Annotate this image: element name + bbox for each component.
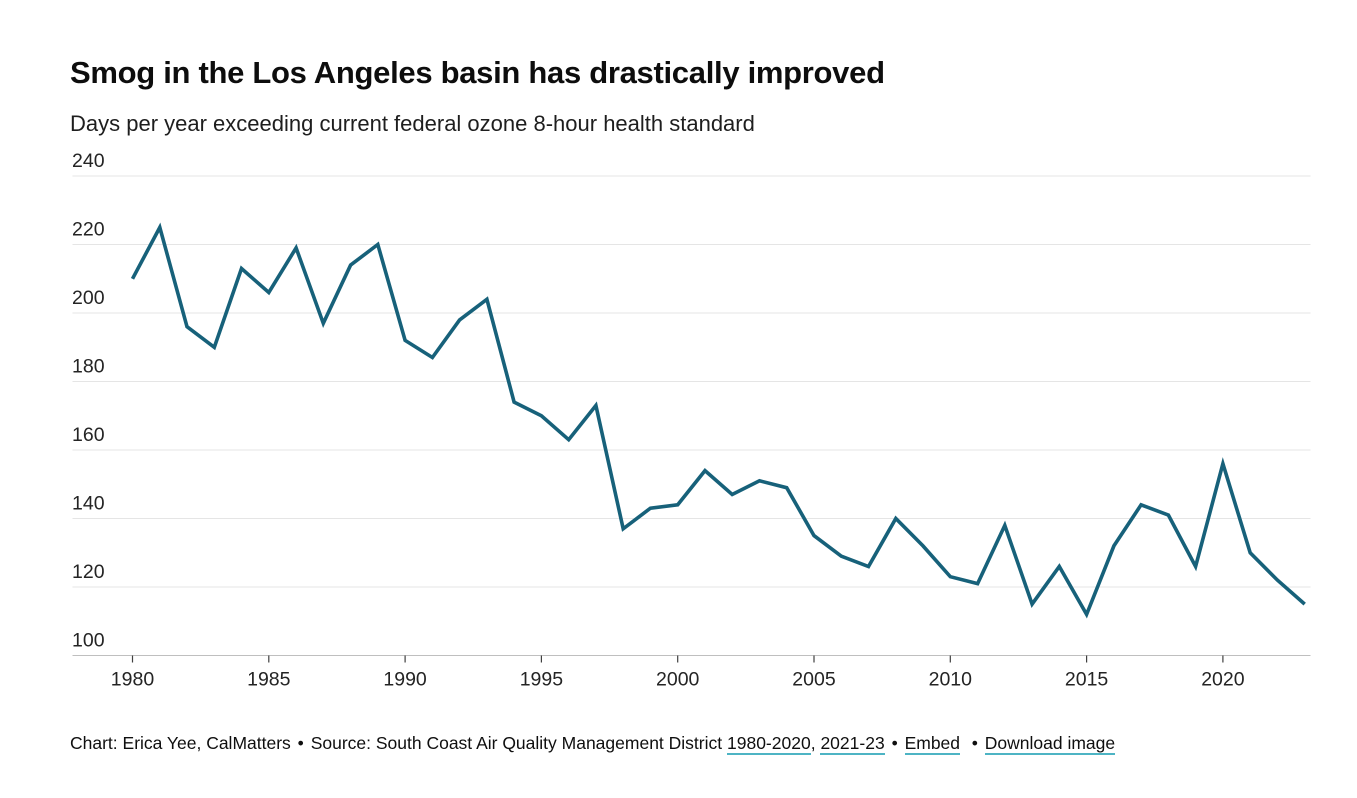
source-link-2021-23[interactable]: 2021-23: [820, 733, 885, 755]
x-tick-label: 2020: [1201, 669, 1245, 691]
y-tick-label: 200: [72, 287, 105, 309]
x-tick-label: 2010: [929, 669, 973, 691]
ozone-days-line: [130, 222, 1306, 619]
chart-title: Smog in the Los Angeles basin has drasti…: [70, 54, 885, 90]
x-tick-label: 2015: [1065, 669, 1109, 691]
footer-bullet-2: •: [891, 733, 898, 753]
footer-bullet-3: •: [971, 733, 978, 753]
y-tick-label: 240: [72, 150, 105, 172]
x-tick-label: 1980: [111, 669, 155, 691]
y-tick-label: 120: [72, 561, 105, 583]
y-tick-label: 220: [72, 219, 105, 241]
footer-credit: Chart: Erica Yee, CalMatters: [70, 733, 291, 753]
chart-subtitle: Days per year exceeding current federal …: [70, 111, 755, 136]
source-link-1980-2020[interactable]: 1980-2020: [727, 733, 811, 755]
download-image-link[interactable]: Download image: [984, 733, 1116, 755]
y-tick-label: 140: [72, 493, 105, 515]
y-tick-label: 180: [72, 356, 105, 378]
footer: Chart: Erica Yee, CalMatters • Source: S…: [70, 733, 1330, 755]
x-tick-label: 1990: [383, 669, 427, 691]
footer-bullet-1: •: [297, 733, 304, 753]
x-tick-label: 2005: [792, 669, 836, 691]
y-tick-label: 160: [72, 424, 105, 446]
y-tick-label: 100: [72, 630, 105, 652]
footer-comma: ,: [810, 733, 816, 753]
footer-source: Source: South Coast Air Quality Manageme…: [310, 733, 723, 753]
x-tick-label: 1995: [520, 669, 564, 691]
embed-link[interactable]: Embed: [904, 733, 961, 755]
x-tick-label: 1985: [247, 669, 291, 691]
x-tick-label: 2000: [656, 669, 700, 691]
